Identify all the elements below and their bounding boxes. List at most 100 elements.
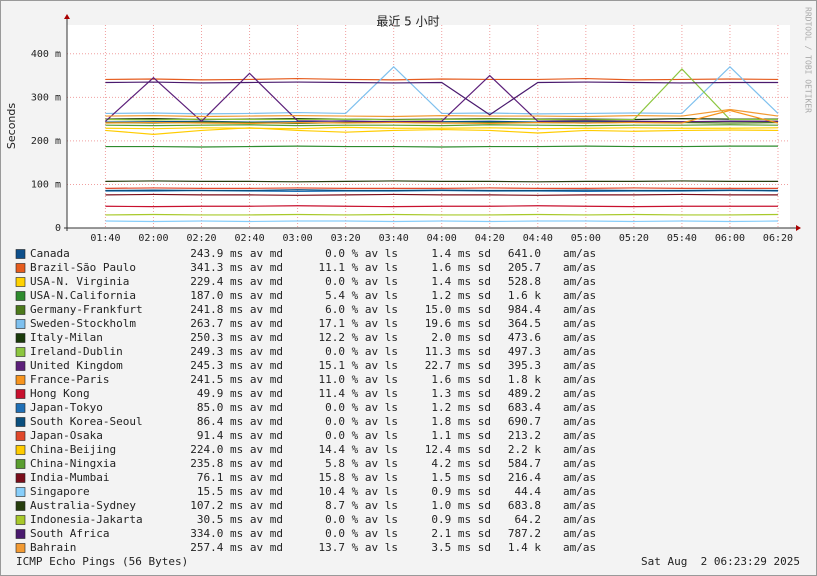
legend-stat: 22.7 ms sd — [425, 359, 491, 372]
series-line — [105, 109, 779, 125]
x-tick-label: 03:20 — [331, 233, 361, 244]
y-tick-label: 100 m — [31, 179, 61, 190]
legend-stat: 489.2 — [508, 387, 541, 400]
legend-stat: 0.9 ms sd — [431, 485, 491, 498]
legend-label: Japan-Tokyo — [30, 401, 103, 414]
legend-stat: am/as — [563, 499, 596, 512]
legend-swatch — [15, 291, 26, 301]
legend-stat: am/as — [563, 471, 596, 484]
legend-stat: 1.5 ms sd — [431, 471, 491, 484]
legend-stat: 229.4 ms av md — [190, 275, 283, 288]
legend-stat: 0.0 % av ls — [325, 401, 398, 414]
legend-label: France-Paris — [30, 373, 109, 386]
legend-swatch — [15, 277, 26, 287]
legend-label: Canada — [30, 247, 70, 260]
footer-right: Sat Aug 2 06:23:29 2025 — [641, 555, 800, 568]
legend-stat: 245.3 ms av md — [190, 359, 283, 372]
legend-label: Australia-Sydney — [30, 499, 136, 512]
legend-stat: am/as — [563, 247, 596, 260]
x-tick-label: 04:20 — [475, 233, 505, 244]
legend-stat: 2.2 k — [508, 443, 541, 456]
legend-stat: am/as — [563, 541, 596, 554]
legend-swatch — [15, 375, 26, 385]
legend-swatch — [15, 249, 26, 259]
legend-stat: 0.0 % av ls — [325, 527, 398, 540]
legend-stat: 5.8 % av ls — [325, 457, 398, 470]
x-tick-label: 06:20 — [763, 233, 793, 244]
legend-stat: am/as — [563, 429, 596, 442]
legend-swatch — [15, 333, 26, 343]
legend-stat: 473.6 — [508, 331, 541, 344]
legend-label: Bahrain — [30, 541, 76, 554]
y-tick-label: 0 — [55, 223, 61, 234]
legend-stat: am/as — [563, 373, 596, 386]
legend-stat: am/as — [563, 317, 596, 330]
legend-stat: 6.0 % av ls — [325, 303, 398, 316]
axis-arrow — [796, 225, 801, 231]
legend-stat: 11.3 ms sd — [425, 345, 491, 358]
legend-stat: am/as — [563, 485, 596, 498]
series-line — [105, 126, 778, 130]
legend-stat: 1.2 ms sd — [431, 289, 491, 302]
legend-swatch — [15, 459, 26, 469]
legend-swatch — [15, 487, 26, 497]
legend-stat: 1.8 ms sd — [431, 415, 491, 428]
y-tick-label: 300 m — [31, 92, 61, 103]
legend-stat: 1.8 k — [508, 373, 541, 386]
y-tick-label: 400 m — [31, 49, 61, 60]
legend-stat: 15.5 ms av md — [197, 485, 283, 498]
series-line — [105, 108, 779, 118]
legend-stat: 334.0 ms av md — [190, 527, 283, 540]
legend-swatch — [15, 515, 26, 525]
side-note: RRDTOOL / TOBI OETIKER — [804, 7, 813, 113]
legend-stat: 984.4 — [508, 303, 541, 316]
legend-stat: 241.5 ms av md — [190, 373, 283, 386]
series-line — [105, 65, 779, 115]
legend-stat: 1.2 ms sd — [431, 401, 491, 414]
x-tick-label: 03:00 — [283, 233, 313, 244]
legend-stat: 1.4 ms sd — [431, 275, 491, 288]
legend-swatch — [15, 501, 26, 511]
legend-label: Sweden-Stockholm — [30, 317, 136, 330]
legend-stat: 107.2 ms av md — [190, 499, 283, 512]
legend-stat: 5.4 % av ls — [325, 289, 398, 302]
legend-stat: 44.4 — [515, 485, 542, 498]
legend-stat: 341.3 ms av md — [190, 261, 283, 274]
x-tick-label: 02:20 — [186, 233, 216, 244]
footer-left: ICMP Echo Pings (56 Bytes) — [16, 555, 188, 568]
legend-stat: 30.5 ms av md — [197, 513, 283, 526]
legend-stat: 12.4 ms sd — [425, 443, 491, 456]
legend-stat: 263.7 ms av md — [190, 317, 283, 330]
legend-stat: 11.4 % av ls — [319, 387, 398, 400]
legend-swatch — [15, 319, 26, 329]
x-tick-label: 05:40 — [667, 233, 697, 244]
legend-stat: 11.0 % av ls — [319, 373, 398, 386]
x-tick-label: 05:00 — [571, 233, 601, 244]
legend-label: Germany-Frankfurt — [30, 303, 143, 316]
legend-stat: am/as — [563, 359, 596, 372]
legend-stat: 249.3 ms av md — [190, 345, 283, 358]
legend-stat: 528.8 — [508, 275, 541, 288]
legend-stat: 19.6 ms sd — [425, 317, 491, 330]
legend-stat: 250.3 ms av md — [190, 331, 283, 344]
legend-stat: 85.0 ms av md — [197, 401, 283, 414]
legend-stat: 257.4 ms av md — [190, 541, 283, 554]
legend-swatch — [15, 389, 26, 399]
legend-stat: am/as — [563, 513, 596, 526]
series-line — [105, 127, 778, 135]
legend-stat: 0.0 % av ls — [325, 415, 398, 428]
legend-stat: 205.7 — [508, 261, 541, 274]
legend-swatch — [15, 263, 26, 273]
legend-stat: 1.6 ms sd — [431, 261, 491, 274]
legend-swatch — [15, 403, 26, 413]
legend-stat: 14.4 % av ls — [319, 443, 398, 456]
legend-stat: 11.1 % av ls — [319, 261, 398, 274]
legend-swatch — [15, 361, 26, 371]
legend-stat: am/as — [563, 261, 596, 274]
legend-swatch — [15, 543, 26, 553]
legend-stat: 15.8 % av ls — [319, 471, 398, 484]
legend-stat: 690.7 — [508, 415, 541, 428]
legend-stat: 683.8 — [508, 499, 541, 512]
x-tick-label: 04:00 — [427, 233, 457, 244]
